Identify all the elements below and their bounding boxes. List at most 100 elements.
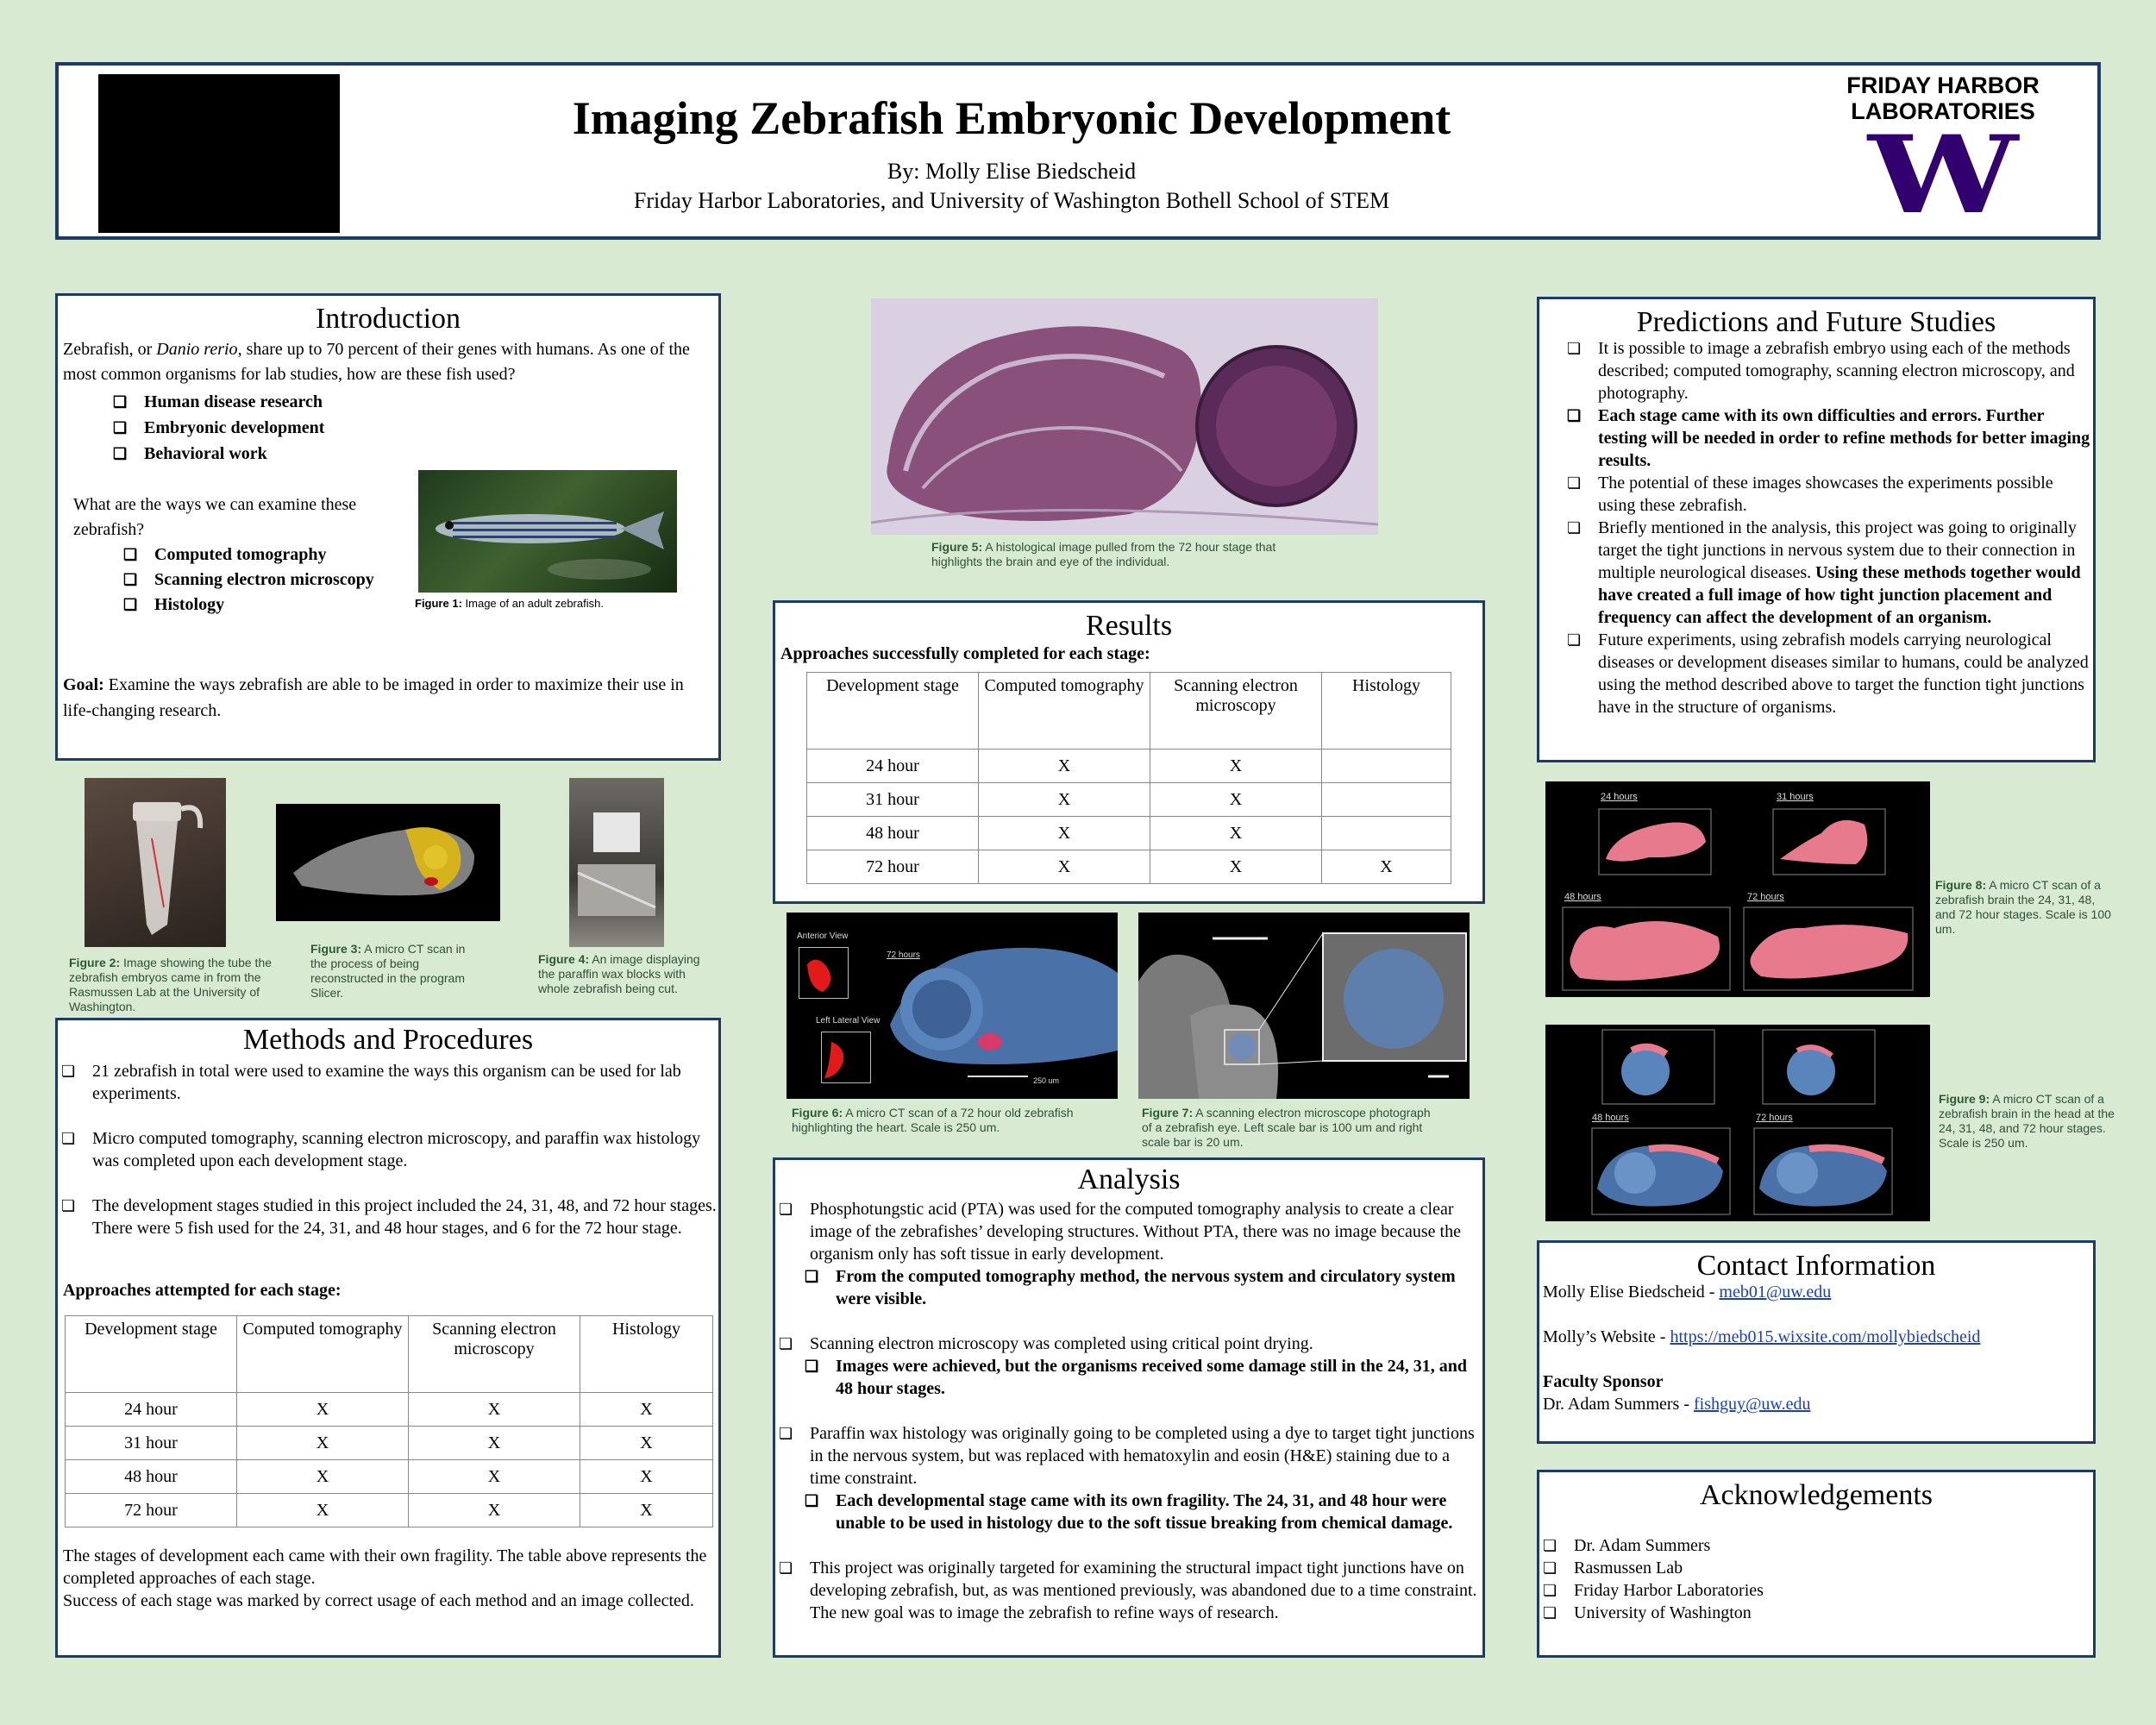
fig6-caption: Figure 6: A micro CT scan of a 72 hour o… <box>792 1106 1102 1135</box>
intro-panel: Introduction Zebrafish, or Danio rerio, … <box>55 293 721 761</box>
list-item: Scanning electron microscopy was complet… <box>779 1333 1479 1355</box>
fig3-image <box>276 804 500 921</box>
table-cell: X <box>236 1493 409 1527</box>
table-cell: X <box>408 1392 580 1427</box>
analysis-body: Phosphotungstic acid (PTA) was used for … <box>779 1198 1479 1624</box>
fig2-caption: Figure 2: Image showing the tube the zeb… <box>69 956 276 1014</box>
table-row: 31 hour X X X <box>65 1426 713 1460</box>
table-cell <box>1321 749 1451 783</box>
table-row: 48 hour X X <box>806 816 1451 850</box>
fig5-text: A histological image pulled from the 72 … <box>931 540 1276 568</box>
table-cell: 24 hour <box>65 1392 237 1427</box>
table-cell: X <box>1150 850 1322 884</box>
list-item: Histology <box>123 593 408 618</box>
list-item: Phosphotungstic acid (PTA) was used for … <box>779 1198 1479 1265</box>
table-header: Histology <box>1321 672 1451 750</box>
list-item: Scanning electron microscopy <box>123 568 408 593</box>
predictions-list: It is possible to image a zebrafish embr… <box>1567 337 2093 718</box>
fig1-label: Figure 1: <box>415 597 462 610</box>
fig6-lateral-label: Left Lateral View <box>816 1016 881 1026</box>
ack-panel: Acknowledgements Dr. Adam Summers Rasmus… <box>1537 1470 2096 1658</box>
table-cell: X <box>1150 749 1322 783</box>
fig5-image <box>871 298 1378 535</box>
intro-goal: Goal: Examine the ways zebrafish are abl… <box>63 672 710 724</box>
fig8-image: 24 hours 31 hours 48 hours 72 hours <box>1545 781 1930 997</box>
table-header: Computed tomography <box>978 672 1150 750</box>
fig2-text: Image showing the tube the zebrafish emb… <box>69 956 273 1013</box>
methods-table: Development stage Computed tomography Sc… <box>65 1315 713 1527</box>
methods-footer-2: Success of each stage was marked by corr… <box>63 1591 694 1610</box>
fig4-label: Figure 4: <box>538 952 590 966</box>
results-table-heading: Approaches successfully completed for ea… <box>780 644 1150 663</box>
list-item: Paraffin wax histology was originally go… <box>779 1422 1479 1490</box>
contact-body: Molly Elise Biedscheid - meb01@uw.edu Mo… <box>1543 1281 2091 1415</box>
analysis-title: Analysis <box>1077 1164 1181 1195</box>
methods-panel: Methods and Procedures 21 zebrafish in t… <box>55 1018 721 1658</box>
fig5-label: Figure 5: <box>931 540 983 554</box>
list-item: Rasmussen Lab <box>1543 1557 2060 1579</box>
table-cell: 48 hour <box>65 1459 237 1494</box>
ack-list: Dr. Adam Summers Rasmussen Lab Friday Ha… <box>1543 1534 2060 1624</box>
table-cell: X <box>236 1426 409 1460</box>
fig9-caption: Figure 9: A micro CT scan of a zebrafish… <box>1939 1092 2116 1151</box>
table-cell: X <box>978 816 1150 850</box>
table-cell: 72 hour <box>806 850 979 884</box>
table-cell: X <box>978 850 1150 884</box>
sponsor-email-link[interactable]: fishguy@uw.edu <box>1694 1395 1811 1414</box>
results-table: Development stage Computed tomography Sc… <box>806 672 1451 884</box>
table-cell: X <box>580 1493 713 1527</box>
contact-name: Molly Elise Biedscheid - <box>1543 1283 1720 1302</box>
fig6-stage-label: 72 hours <box>887 950 920 960</box>
methods-footer-1: The stages of development each came with… <box>63 1546 707 1588</box>
fig6-lateral-box <box>821 1032 871 1083</box>
methods-table-heading: Approaches attempted for each stage: <box>63 1281 342 1300</box>
contact-title: Contact Information <box>1696 1250 1936 1282</box>
intro-question: What are the ways we can examine these z… <box>73 495 357 539</box>
website-link[interactable]: https://meb015.wixsite.com/mollybiedsche… <box>1670 1327 1981 1346</box>
fig1-text: Image of an adult zebrafish. <box>461 597 604 610</box>
list-item: It is possible to image a zebrafish embr… <box>1567 337 2093 405</box>
list-item: Briefly mentioned in the analysis, this … <box>1567 517 2093 629</box>
sponsor-name: Dr. Adam Summers - <box>1543 1395 1694 1414</box>
fig7-caption: Figure 7: A scanning electron microscope… <box>1142 1106 1435 1150</box>
email-link[interactable]: meb01@uw.edu <box>1719 1283 1832 1302</box>
poster-affiliation: Friday Harbor Laboratories, and Universi… <box>633 188 1390 213</box>
list-item: Human disease research <box>113 389 458 415</box>
fig2-image <box>85 778 226 947</box>
predictions-title: Predictions and Future Studies <box>1636 306 1996 338</box>
fhl-logo-line2: LABORATORIES <box>1851 98 2035 124</box>
table-header: Development stage <box>65 1315 237 1393</box>
list-item: Micro computed tomography, scanning elec… <box>61 1127 717 1172</box>
fig5-caption: Figure 5: A histological image pulled fr… <box>931 540 1294 569</box>
table-cell: X <box>1150 782 1322 817</box>
table-cell: 31 hour <box>65 1426 237 1460</box>
table-cell: 48 hour <box>806 816 979 850</box>
table-cell: X <box>1321 850 1451 884</box>
table-cell: X <box>236 1392 409 1427</box>
fig3-text: A micro CT scan in the process of being … <box>310 942 466 1000</box>
list-item: Computed tomography <box>123 543 408 568</box>
fig4-text: An image displaying the paraffin wax blo… <box>538 952 700 995</box>
fig1-image <box>418 470 677 593</box>
list-item: Dr. Adam Summers <box>1543 1534 2060 1557</box>
methods-footer: The stages of development each came with… <box>63 1545 718 1612</box>
intro-paragraph: Zebrafish, or Danio rerio, share up to 7… <box>63 337 710 387</box>
fig6-text: A micro CT scan of a 72 hour old zebrafi… <box>792 1106 1074 1134</box>
methods-title: Methods and Procedures <box>242 1024 534 1056</box>
methods-list: Computed tomography Scanning electron mi… <box>123 543 408 618</box>
list-item: From the computed tomography method, the… <box>805 1265 1479 1310</box>
fig9-stage-48: 48 hours <box>1592 1113 1629 1123</box>
fig9-stage-72: 72 hours <box>1756 1113 1793 1123</box>
uses-list: Human disease research Embryonic develop… <box>113 389 458 467</box>
header-logo-placeholder <box>98 74 340 233</box>
table-cell: X <box>408 1426 580 1460</box>
fig6-image: Anterior View Left Lateral View 72 hours… <box>787 913 1118 1099</box>
table-row: 24 hour X X X <box>65 1392 713 1427</box>
intro-title: Introduction <box>315 303 461 335</box>
contact-name-line: Molly Elise Biedscheid - meb01@uw.edu <box>1543 1281 2091 1303</box>
fig8-stage-31: 31 hours <box>1777 792 1814 802</box>
table-header: Histology <box>580 1315 713 1393</box>
contact-panel: Contact Information Molly Elise Biedsche… <box>1537 1240 2096 1444</box>
table-row: 72 hour X X X <box>806 850 1451 884</box>
list-item: The development stages studied in this p… <box>61 1195 717 1239</box>
